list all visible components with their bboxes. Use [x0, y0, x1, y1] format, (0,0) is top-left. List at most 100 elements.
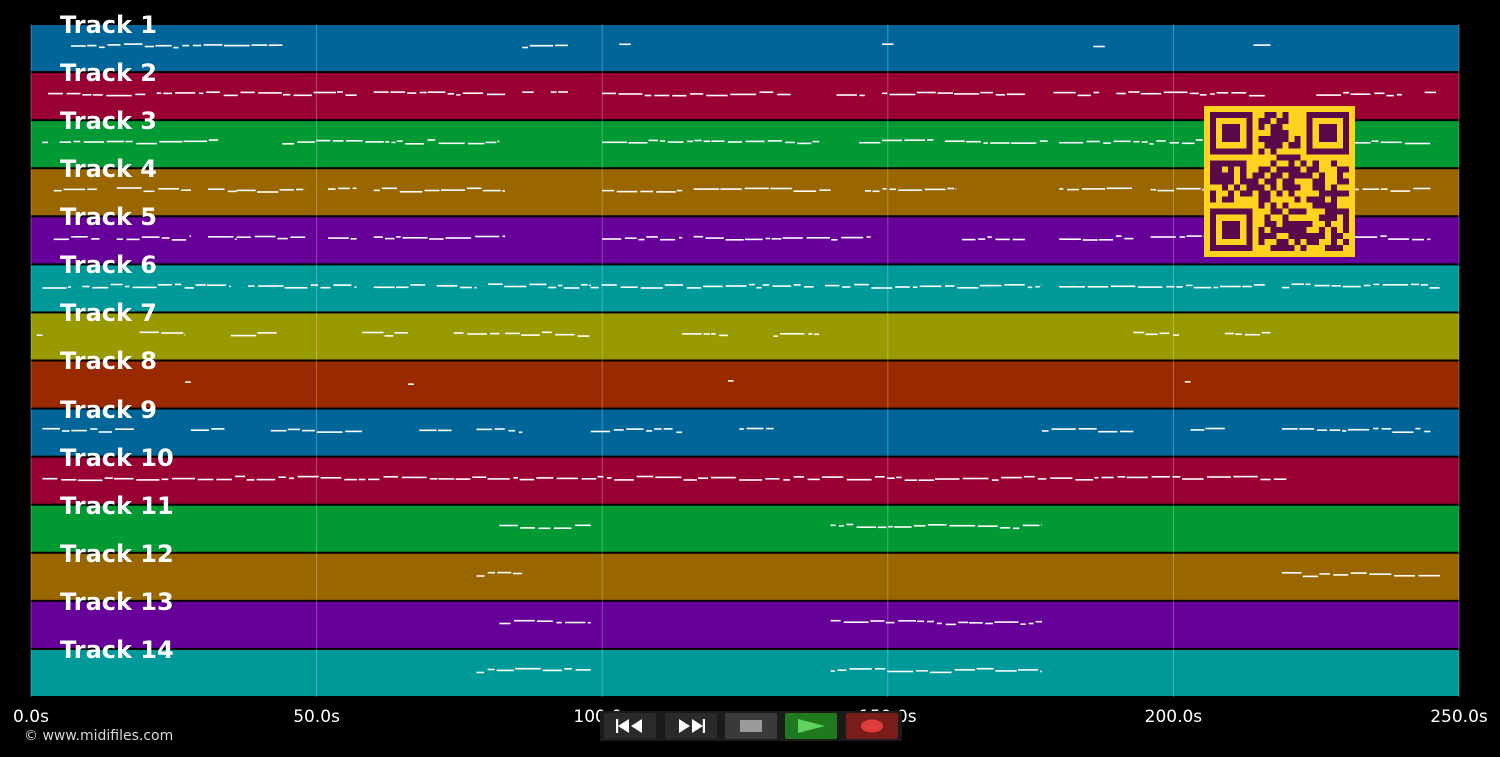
note — [999, 527, 1011, 529]
note — [161, 237, 170, 239]
note — [173, 46, 179, 49]
note — [1216, 92, 1229, 94]
note — [352, 187, 357, 190]
note — [581, 284, 588, 286]
track-notes — [185, 380, 1191, 385]
note — [773, 335, 779, 337]
note — [207, 284, 226, 286]
note — [672, 94, 687, 97]
note — [759, 91, 774, 93]
play-button[interactable] — [785, 713, 838, 739]
note — [1260, 478, 1271, 481]
note — [1281, 286, 1290, 289]
note — [955, 188, 957, 190]
note — [447, 93, 454, 95]
note — [1173, 334, 1180, 336]
note — [474, 286, 477, 289]
note — [1299, 428, 1315, 430]
note — [279, 189, 294, 191]
note — [1253, 284, 1265, 286]
note — [62, 430, 70, 432]
note — [727, 380, 734, 382]
note — [211, 428, 225, 430]
note — [640, 287, 663, 289]
note — [705, 237, 724, 239]
note — [529, 44, 554, 47]
note — [1424, 91, 1437, 94]
note — [1004, 284, 1025, 286]
note — [581, 478, 597, 480]
note — [197, 478, 214, 481]
note — [53, 189, 62, 192]
note — [502, 190, 505, 192]
note — [927, 524, 947, 526]
note — [1207, 476, 1231, 478]
note — [1415, 427, 1421, 430]
note — [208, 139, 219, 141]
note — [296, 188, 304, 191]
note — [620, 286, 638, 288]
track-notes — [53, 187, 1431, 193]
note — [767, 140, 782, 142]
note — [502, 235, 506, 238]
note — [1195, 139, 1203, 141]
note — [783, 479, 790, 481]
stop-button[interactable] — [724, 713, 777, 739]
track-lane — [31, 265, 1459, 312]
note — [739, 479, 763, 481]
note — [297, 475, 319, 478]
copyright-text: © www.midifiles.com — [24, 728, 174, 744]
note — [1110, 285, 1136, 288]
note — [251, 44, 268, 46]
track-label: Track 2 — [60, 59, 158, 88]
note — [1190, 429, 1205, 431]
note — [456, 94, 461, 96]
note — [797, 142, 812, 145]
note — [1169, 142, 1179, 144]
note — [882, 43, 894, 45]
note — [1093, 91, 1100, 94]
note — [1302, 575, 1318, 578]
note — [475, 235, 500, 238]
note — [82, 285, 90, 288]
record-button[interactable] — [845, 713, 898, 739]
note — [842, 286, 851, 288]
note — [537, 620, 553, 622]
note — [185, 381, 191, 383]
note — [1001, 476, 1022, 479]
note — [1369, 573, 1392, 575]
note — [1075, 479, 1094, 481]
note — [1386, 94, 1394, 97]
note — [203, 44, 223, 46]
note — [765, 478, 780, 480]
note — [882, 139, 902, 142]
note — [373, 189, 380, 192]
note — [487, 571, 495, 574]
note — [655, 476, 682, 479]
track-label: Track 12 — [60, 539, 174, 568]
note — [1186, 284, 1193, 287]
note — [1179, 236, 1186, 238]
note — [504, 285, 527, 288]
note — [240, 91, 255, 94]
note — [385, 141, 390, 143]
tick-label: 0.0s — [13, 707, 49, 727]
note — [206, 91, 220, 93]
note — [460, 286, 473, 289]
rewind-button[interactable] — [604, 713, 657, 739]
note — [969, 622, 983, 624]
note — [947, 187, 955, 190]
note — [924, 188, 946, 191]
note — [1382, 284, 1409, 286]
note — [116, 187, 142, 189]
note — [258, 92, 282, 94]
note — [693, 235, 704, 238]
note — [756, 286, 762, 289]
note — [141, 236, 160, 238]
note — [687, 140, 694, 143]
note — [804, 286, 814, 288]
note — [558, 284, 563, 287]
note — [529, 283, 547, 286]
fast-forward-button[interactable] — [664, 713, 717, 739]
note — [1233, 475, 1258, 478]
